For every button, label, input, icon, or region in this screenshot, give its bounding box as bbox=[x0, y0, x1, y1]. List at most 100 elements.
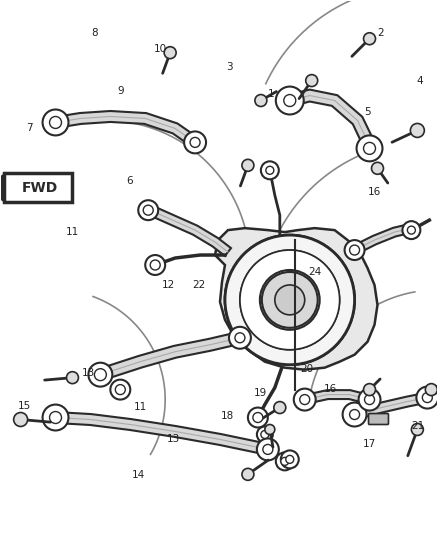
Circle shape bbox=[410, 124, 424, 138]
Circle shape bbox=[190, 138, 200, 148]
Polygon shape bbox=[353, 224, 413, 254]
Circle shape bbox=[145, 255, 165, 275]
Circle shape bbox=[261, 431, 269, 439]
Circle shape bbox=[242, 469, 254, 480]
Circle shape bbox=[364, 384, 375, 395]
Text: 5: 5 bbox=[364, 108, 371, 117]
FancyBboxPatch shape bbox=[368, 414, 389, 424]
Polygon shape bbox=[353, 393, 428, 419]
Circle shape bbox=[95, 369, 106, 381]
Circle shape bbox=[115, 385, 125, 394]
Circle shape bbox=[143, 205, 153, 215]
Circle shape bbox=[260, 270, 320, 330]
Circle shape bbox=[150, 260, 160, 270]
Polygon shape bbox=[215, 228, 378, 370]
Circle shape bbox=[300, 394, 310, 405]
Text: 7: 7 bbox=[26, 123, 32, 133]
Circle shape bbox=[255, 94, 267, 107]
Circle shape bbox=[364, 394, 374, 405]
Circle shape bbox=[253, 413, 263, 423]
Circle shape bbox=[184, 132, 206, 154]
Text: 10: 10 bbox=[153, 44, 166, 54]
Polygon shape bbox=[288, 90, 375, 148]
Circle shape bbox=[257, 439, 279, 461]
Text: 15: 15 bbox=[18, 401, 32, 411]
Circle shape bbox=[411, 424, 424, 435]
Circle shape bbox=[359, 389, 381, 410]
Circle shape bbox=[364, 142, 375, 155]
Text: 6: 6 bbox=[126, 176, 133, 187]
Circle shape bbox=[261, 161, 279, 179]
Circle shape bbox=[67, 372, 78, 384]
Circle shape bbox=[343, 402, 367, 426]
Circle shape bbox=[275, 285, 305, 315]
Text: 18: 18 bbox=[221, 411, 234, 421]
Text: 16: 16 bbox=[367, 187, 381, 197]
Circle shape bbox=[138, 200, 158, 220]
Circle shape bbox=[240, 250, 339, 350]
Circle shape bbox=[235, 333, 245, 343]
Text: 11: 11 bbox=[134, 402, 147, 413]
Text: 1: 1 bbox=[268, 89, 275, 99]
Circle shape bbox=[350, 245, 360, 255]
Circle shape bbox=[357, 135, 382, 161]
Text: 24: 24 bbox=[308, 267, 321, 277]
Text: 14: 14 bbox=[131, 470, 145, 480]
Circle shape bbox=[14, 413, 28, 426]
Circle shape bbox=[266, 166, 274, 174]
Circle shape bbox=[242, 159, 254, 171]
Text: 17: 17 bbox=[363, 440, 376, 449]
Circle shape bbox=[345, 240, 364, 260]
Circle shape bbox=[240, 250, 339, 350]
Text: 4: 4 bbox=[417, 76, 423, 85]
Polygon shape bbox=[148, 206, 231, 256]
Circle shape bbox=[286, 455, 294, 463]
Polygon shape bbox=[55, 111, 198, 147]
Circle shape bbox=[364, 33, 375, 45]
Circle shape bbox=[274, 401, 286, 414]
Circle shape bbox=[371, 163, 384, 174]
Circle shape bbox=[265, 424, 275, 434]
Polygon shape bbox=[55, 412, 269, 455]
Polygon shape bbox=[304, 390, 371, 404]
Circle shape bbox=[276, 453, 294, 470]
Text: 19: 19 bbox=[254, 388, 267, 398]
Circle shape bbox=[281, 457, 289, 465]
Circle shape bbox=[42, 405, 68, 431]
Text: 2: 2 bbox=[377, 28, 384, 38]
Circle shape bbox=[281, 450, 299, 469]
Circle shape bbox=[262, 272, 318, 328]
Circle shape bbox=[417, 386, 438, 409]
FancyBboxPatch shape bbox=[4, 173, 72, 203]
Circle shape bbox=[425, 384, 437, 395]
Circle shape bbox=[306, 75, 318, 86]
Circle shape bbox=[422, 393, 432, 402]
Circle shape bbox=[49, 117, 61, 128]
Text: 12: 12 bbox=[162, 280, 175, 290]
Text: 22: 22 bbox=[193, 280, 206, 290]
Circle shape bbox=[164, 47, 176, 59]
Polygon shape bbox=[99, 332, 241, 381]
Circle shape bbox=[257, 426, 273, 442]
Circle shape bbox=[350, 409, 360, 419]
Circle shape bbox=[284, 94, 296, 107]
Circle shape bbox=[88, 362, 112, 386]
Circle shape bbox=[229, 327, 251, 349]
Circle shape bbox=[263, 445, 273, 455]
Circle shape bbox=[42, 109, 68, 135]
Circle shape bbox=[248, 408, 268, 427]
Circle shape bbox=[403, 221, 420, 239]
Text: 9: 9 bbox=[117, 86, 124, 96]
Circle shape bbox=[49, 411, 61, 424]
Text: 13: 13 bbox=[81, 368, 95, 378]
Circle shape bbox=[407, 226, 415, 234]
Polygon shape bbox=[0, 175, 4, 201]
Circle shape bbox=[110, 379, 130, 400]
Text: 3: 3 bbox=[226, 62, 233, 72]
Text: 11: 11 bbox=[66, 227, 79, 237]
Circle shape bbox=[225, 235, 355, 365]
Text: 8: 8 bbox=[91, 28, 98, 38]
Circle shape bbox=[225, 235, 355, 365]
Text: 13: 13 bbox=[166, 434, 180, 444]
Text: 21: 21 bbox=[411, 421, 424, 431]
